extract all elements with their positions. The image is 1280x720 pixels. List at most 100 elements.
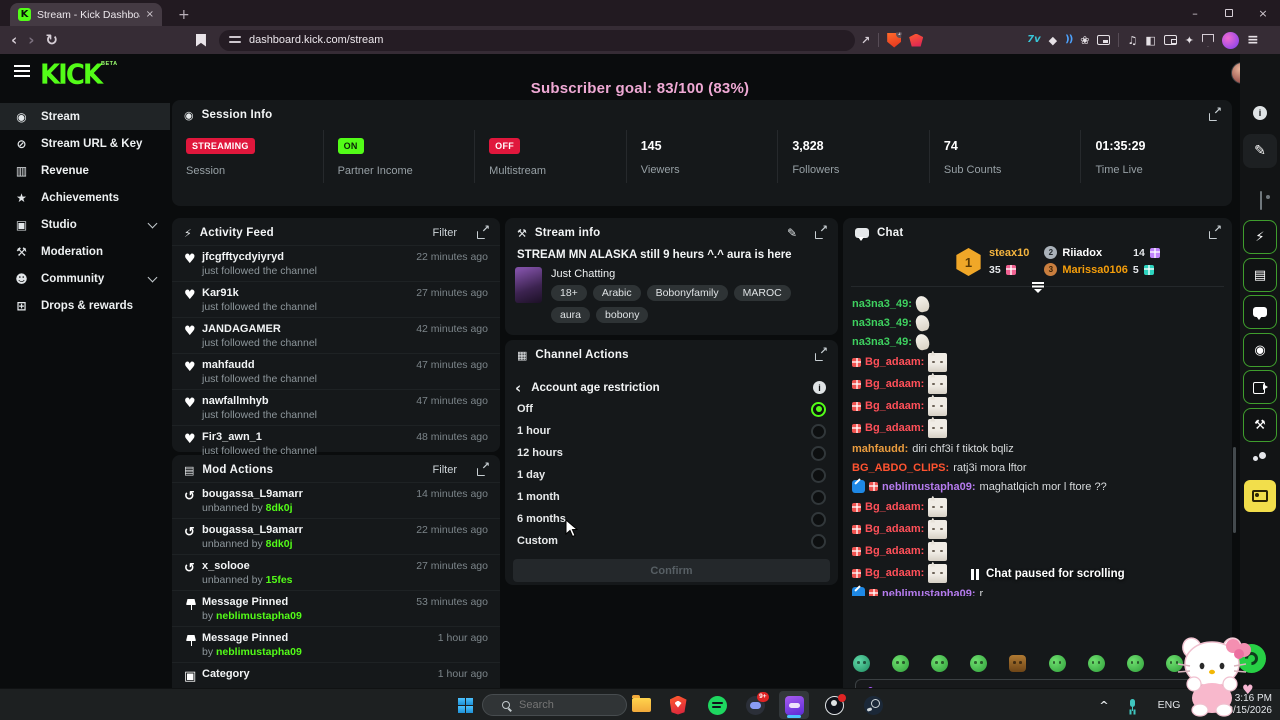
edit-pencil-icon[interactable]: ✎ — [786, 226, 797, 240]
mod-action-row[interactable]: Message Pinned by neblimustapha09 53 min… — [172, 590, 500, 626]
quick-emote-icon[interactable] — [853, 655, 870, 672]
active-app-button[interactable] — [779, 691, 809, 719]
share-icon[interactable]: ↗ — [860, 33, 871, 47]
chat-username[interactable]: Bg_adaam — [865, 354, 924, 370]
chat-username[interactable]: Bg_adaam — [865, 565, 924, 581]
new-tab-button[interactable]: + — [178, 7, 190, 23]
session-widget-button[interactable]: ◉ — [1243, 333, 1277, 367]
age-restriction-option[interactable]: Custom — [505, 530, 838, 552]
quick-emote-icon[interactable] — [1126, 655, 1144, 672]
quick-emote-icon[interactable] — [970, 655, 988, 672]
sidebar-item[interactable]: Community — [0, 265, 170, 292]
chat-username[interactable]: BG_ABDO_CLIPS — [852, 460, 949, 476]
diamond-extension-icon[interactable]: ◆ — [1048, 33, 1058, 47]
sidebar-item[interactable]: Moderation — [0, 238, 170, 265]
age-restriction-option[interactable]: 12 hours — [505, 442, 838, 464]
popout-icon[interactable] — [1209, 224, 1222, 239]
radio-icon[interactable] — [811, 445, 826, 461]
sticker-panel-button[interactable] — [1244, 480, 1276, 512]
age-restriction-option[interactable]: 1 hour — [505, 420, 838, 442]
mod-action-row[interactable]: Category 1 hour ago — [172, 662, 500, 688]
popout-icon[interactable] — [815, 346, 828, 361]
menu-icon[interactable]: ≡ — [1246, 32, 1259, 48]
tab-close-icon[interactable]: × — [145, 8, 154, 20]
chat-username[interactable]: na3na3_49 — [852, 296, 912, 312]
sidebar-item[interactable]: Studio — [0, 211, 170, 238]
tray-overflow-chevron[interactable]: ^ — [1099, 698, 1109, 712]
kick-logo[interactable]: KICK — [40, 59, 103, 91]
activity-feed-row[interactable]: JANDAGAMER just followed the channel 42 … — [172, 317, 500, 353]
window-close-button[interactable]: × — [1258, 6, 1268, 20]
popout-icon[interactable] — [477, 224, 490, 239]
stream-tag[interactable]: MAROC — [733, 285, 791, 301]
quick-emote-icon[interactable] — [892, 655, 910, 672]
chat-widget-button[interactable] — [1243, 295, 1277, 329]
chat-username[interactable]: Bg_adaam — [865, 398, 924, 414]
filter-button[interactable]: Filter — [432, 464, 457, 476]
quick-emote-icon[interactable] — [1165, 655, 1183, 672]
stream-tag[interactable]: bobony — [596, 307, 649, 323]
leaderboard-user[interactable]: steax10 — [989, 246, 1030, 259]
edit-button[interactable]: ✎ — [1243, 134, 1277, 168]
music-extension-icon[interactable]: ♫ — [1127, 33, 1138, 47]
popout-icon[interactable] — [1209, 106, 1222, 121]
age-restriction-option[interactable]: 1 day — [505, 464, 838, 486]
quick-emote-icon[interactable] — [931, 655, 949, 672]
chat-username[interactable]: Bg_adaam — [865, 521, 924, 537]
chat-username[interactable]: neblimustapha09 — [882, 586, 976, 597]
age-restriction-option[interactable]: 1 month — [505, 486, 838, 508]
activity-feed-row[interactable]: nawfallmhyb just followed the channel 47… — [172, 389, 500, 425]
sidebar-item[interactable]: Achievements — [0, 184, 170, 211]
chat-username[interactable]: Bg_adaam — [865, 376, 924, 392]
flower-extension-icon[interactable]: ❀ — [1080, 33, 1090, 47]
mod-action-row[interactable]: x_solooe unbanned by 15fes 27 minutes ag… — [172, 554, 500, 590]
activity-feed-row[interactable]: mahfaudd just followed the channel 47 mi… — [172, 353, 500, 389]
sidebar-toggle-icon[interactable]: ◧ — [1145, 33, 1156, 47]
activity-feed-row[interactable]: Kar91k just followed the channel 27 minu… — [172, 281, 500, 317]
window-minimize-button[interactable]: – — [1192, 6, 1198, 20]
forward-icon[interactable]: › — [28, 30, 35, 49]
stream-tag[interactable]: Bobonyfamily — [646, 285, 728, 301]
age-restriction-option[interactable]: 6 months — [505, 508, 838, 530]
radio-icon[interactable] — [811, 489, 826, 505]
site-settings-icon[interactable] — [228, 35, 241, 45]
browser-tab[interactable]: K Stream - Kick Dashboard × — [10, 3, 162, 26]
wallet-icon[interactable] — [1163, 35, 1177, 45]
stream-tag[interactable]: aura — [551, 307, 591, 323]
popout-icon[interactable] — [815, 224, 828, 239]
confirm-button[interactable]: Confirm — [513, 559, 830, 582]
obs-button[interactable] — [819, 689, 849, 720]
age-restriction-option[interactable]: Off — [505, 398, 838, 420]
file-explorer-button[interactable] — [626, 689, 656, 720]
taskbar-search[interactable] — [482, 694, 627, 716]
screen-capture-icon[interactable] — [1260, 191, 1262, 210]
mod-actions-widget-button[interactable]: ▤ — [1243, 258, 1277, 292]
chat-username[interactable]: neblimustapha09 — [882, 479, 976, 495]
spotify-button[interactable] — [702, 689, 732, 720]
reload-icon[interactable]: ↻ — [45, 30, 58, 49]
filter-button[interactable]: Filter — [432, 227, 457, 239]
vpn-shield-icon[interactable] — [1201, 33, 1214, 47]
collapse-leaderboard-icon[interactable] — [1030, 281, 1045, 293]
chat-username[interactable]: Bg_adaam — [865, 543, 924, 559]
mod-action-row[interactable]: bougassa_L9amarr unbanned by 8dk0j 22 mi… — [172, 518, 500, 554]
radio-icon[interactable] — [811, 511, 826, 527]
brave-browser-button[interactable] — [663, 689, 693, 720]
sound-extension-icon[interactable]: )) — [1065, 34, 1073, 45]
activity-feed-widget-button[interactable]: ⚡ — [1243, 220, 1277, 254]
chat-username[interactable]: na3na3_49 — [852, 334, 912, 350]
back-icon[interactable]: ‹ — [11, 30, 18, 49]
chat-username[interactable]: na3na3_49 — [852, 315, 912, 331]
radio-icon[interactable] — [811, 467, 826, 483]
window-maximize-button[interactable] — [1212, 0, 1246, 26]
picture-in-picture-icon[interactable] — [1097, 35, 1111, 45]
radio-icon[interactable] — [811, 401, 826, 417]
scrollbar[interactable] — [1233, 447, 1236, 533]
sidebar-item[interactable]: Stream — [0, 103, 170, 130]
popout-icon[interactable] — [477, 461, 490, 476]
leo-ai-icon[interactable]: ✦ — [1184, 33, 1194, 47]
gift-leaderboard[interactable]: 1 steax10 35 2 Riiadox 14 — [955, 245, 1160, 277]
discord-button[interactable]: 9+ — [740, 689, 770, 720]
mod-action-row[interactable]: Message Pinned by neblimustapha09 1 hour… — [172, 626, 500, 662]
seventv-extension-icon[interactable]: 7v — [1027, 34, 1041, 45]
